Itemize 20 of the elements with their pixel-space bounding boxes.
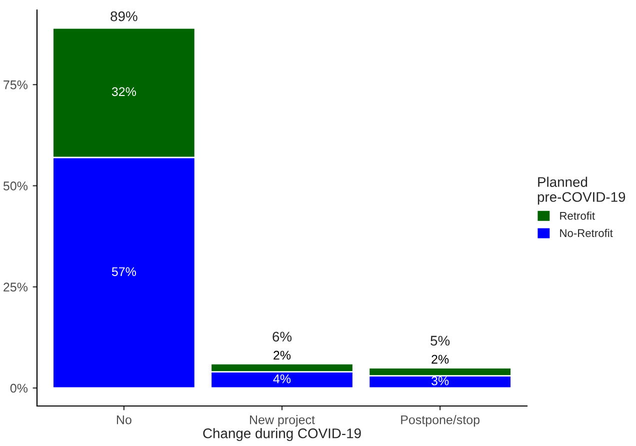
- x-axis-title: Change during COVID-19: [203, 428, 361, 442]
- data-label: 57%: [112, 267, 136, 276]
- data-label: 2%: [432, 354, 449, 364]
- data-label: 2%: [274, 350, 291, 360]
- total-label: 89%: [110, 11, 138, 22]
- y-tick-label: 0%: [10, 384, 28, 393]
- y-tick-label: 75%: [4, 80, 28, 90]
- y-tick-label: 50%: [3, 182, 28, 190]
- x-tick-label: No: [116, 415, 132, 424]
- y-tick-label: 25%: [4, 282, 28, 292]
- data-label: 32%: [112, 87, 136, 96]
- data-label: 4%: [273, 374, 291, 384]
- total-label: 5%: [430, 336, 450, 346]
- data-label: 3%: [432, 376, 449, 386]
- legend-label: No-Retrofit: [560, 228, 613, 238]
- legend-title: Planned pre-COVID-19: [538, 176, 626, 205]
- total-label: 6%: [272, 332, 292, 342]
- legend-label: Retrofit: [560, 212, 595, 220]
- x-tick-label: Postpone/stop: [401, 415, 480, 427]
- x-tick-label: New project: [250, 415, 315, 427]
